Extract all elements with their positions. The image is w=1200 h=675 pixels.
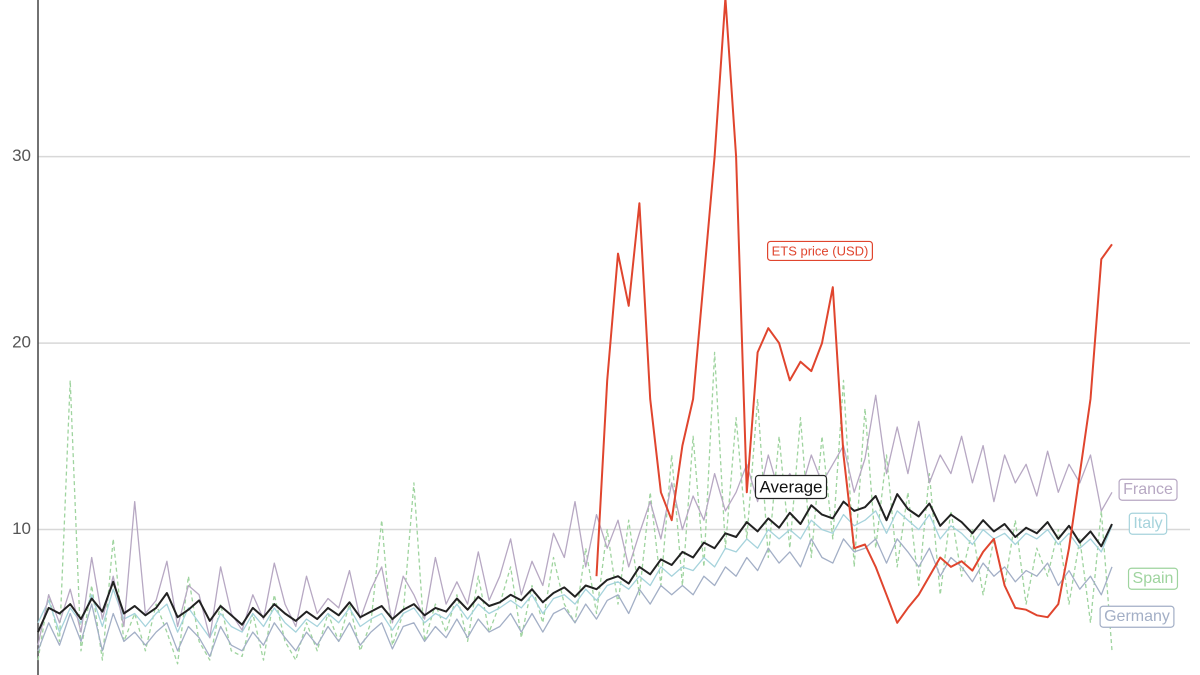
legend-label: France bbox=[1123, 481, 1173, 498]
series-label: ETS price (USD) bbox=[767, 240, 873, 262]
series-line bbox=[37, 394, 1113, 646]
legend-label: ETS price (USD) bbox=[772, 243, 869, 258]
label-box bbox=[1099, 605, 1175, 628]
series-line bbox=[37, 351, 1113, 665]
legend-label: Italy bbox=[1133, 515, 1162, 532]
label-box bbox=[1118, 478, 1178, 501]
series-line bbox=[37, 493, 1113, 633]
y-tick-label: 10 bbox=[12, 519, 31, 538]
y-tick-label: 20 bbox=[12, 333, 31, 352]
legend-label: Germany bbox=[1104, 608, 1170, 625]
series-label: Italy bbox=[1128, 512, 1168, 535]
y-tick-label: 30 bbox=[12, 146, 31, 165]
series-line bbox=[37, 510, 1113, 639]
series-line bbox=[37, 538, 1113, 658]
legend-label: Spain bbox=[1133, 570, 1174, 587]
label-box bbox=[754, 474, 828, 500]
series-label: France bbox=[1118, 478, 1178, 501]
series-label: Average bbox=[754, 474, 828, 500]
label-box bbox=[767, 240, 873, 262]
series-label: Spain bbox=[1127, 567, 1179, 590]
series-line bbox=[595, 0, 1113, 624]
series-label: Germany bbox=[1099, 605, 1175, 628]
label-box bbox=[1127, 567, 1179, 590]
label-box bbox=[1128, 512, 1168, 535]
legend-label: Average bbox=[759, 477, 822, 496]
